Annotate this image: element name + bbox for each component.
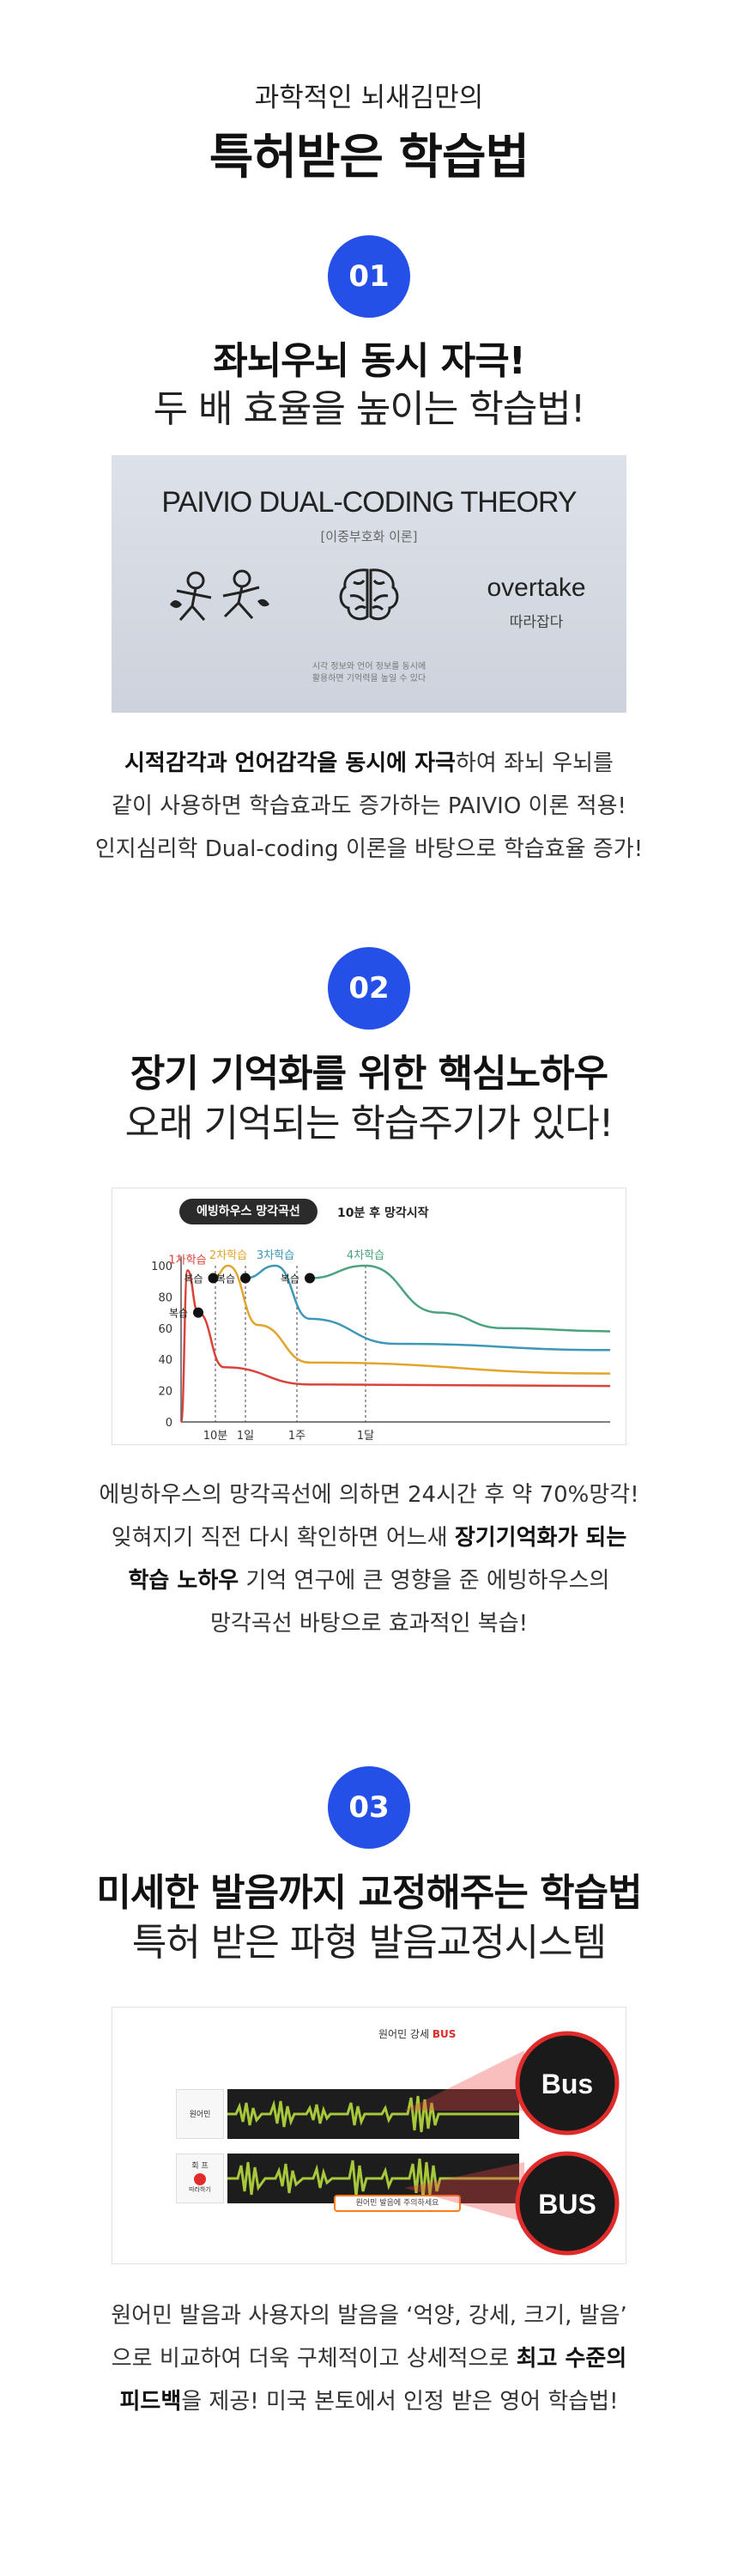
review-point <box>305 1273 315 1284</box>
review-label: 복습 <box>216 1273 235 1285</box>
review-label: 복습 <box>184 1273 203 1285</box>
user-wave-label: 회 프 따라하기 <box>176 2154 224 2203</box>
desc-03-line2: 으로 비교하여 더욱 구체적이고 상세적으로 최고 수준의 <box>0 2337 738 2380</box>
desc-03-line1: 원어민 발음과 사용자의 발음을 ‘억양, 강세, 크기, 발음’ <box>111 2303 627 2329</box>
native-waveform <box>227 2089 519 2139</box>
paivio-title: PAIVIO DUAL-CODING THEORY <box>161 486 577 519</box>
y-tick-label: 20 <box>158 1386 172 1399</box>
desc-01-line3: 인지심리학 Dual-coding 이론을 바탕으로 학습효율 증가! <box>94 836 644 862</box>
series-label: 3차학습 <box>257 1249 294 1262</box>
x-tick-label: 10분 <box>203 1430 228 1443</box>
pronunciation-waveform-illustration: 원어민 강세 BUS 원어민 회 프 따라하기 원어민 발음에 주의하세요 Bu… <box>112 2007 626 2264</box>
review-label: 복습 <box>281 1273 299 1285</box>
desc-03-line3: 피드백을 제공! 미국 본토에서 인정 받은 영어 학습법! <box>0 2380 738 2423</box>
dual-coding-illustration: PAIVIO DUAL-CODING THEORY [이중부호화 이론] ove… <box>112 455 626 713</box>
desc-03-line2-bold: 최고 수준의 <box>516 2346 627 2372</box>
x-tick-label: 1주 <box>288 1430 305 1443</box>
page-headline: 특허받은 학습법 <box>209 130 529 185</box>
series-label: 2차학습 <box>209 1249 247 1262</box>
native-stress-label: 원어민 강세 BUS <box>378 2026 456 2041</box>
desc-01-line1: 시적감각과 언어감각을 동시에 자극하여 좌뇌 우뇌를 <box>0 742 738 785</box>
section-badge-03: 03 <box>328 1766 410 1849</box>
y-tick-label: 40 <box>158 1354 172 1367</box>
desc-01-line1-rest: 하여 좌뇌 우뇌를 <box>455 750 614 776</box>
section-desc-03: 원어민 발음과 사용자의 발음을 ‘억양, 강세, 크기, 발음’ 으로 비교하… <box>0 2294 738 2423</box>
desc-02-line1: 에빙하우스의 망각곡선에 의하면 24시간 후 약 70%망각! <box>99 1482 639 1508</box>
y-tick-label: 80 <box>158 1291 172 1304</box>
chart-note: 10분 후 망각시작 <box>337 1206 429 1220</box>
record-icon[interactable] <box>194 2173 206 2185</box>
x-tick-label: 1달 <box>357 1430 374 1443</box>
series-line <box>309 1264 611 1333</box>
section-badge-02: 02 <box>328 947 410 1030</box>
section-title-01: 좌뇌우뇌 동시 자극! <box>213 339 526 383</box>
overtake-meaning: 따라잡다 <box>509 614 564 631</box>
section-title-02: 장기 기억화를 위한 핵심노하우 <box>130 1052 608 1096</box>
paivio-subtitle: [이중부호화 이론] <box>320 529 418 544</box>
section-title-03: 미세한 발음까지 교정해주는 학습법 <box>96 1871 642 1915</box>
native-stress-prefix: 원어민 강세 <box>378 2028 433 2040</box>
desc-02-line3-rest: 기억 연구에 큰 영향을 준 에빙하우스의 <box>239 1568 610 1594</box>
section-subtitle-01: 두 배 효율을 높이는 학습법! <box>153 387 586 431</box>
paivio-footnote-line2: 활용하면 기억력을 높일 수 있다 <box>312 674 426 683</box>
series-label: 1차학습 <box>168 1254 206 1267</box>
user-wave-label-text: 회 프 <box>191 2162 209 2171</box>
bubble-text-user: BUS <box>538 2189 596 2220</box>
feedback-tag: 원어민 발음에 주의하세요 <box>334 2195 461 2212</box>
zoom-bubbles-icon: Bus BUS <box>404 2031 620 2256</box>
y-tick-label: 0 <box>166 1417 172 1430</box>
x-tick-label: 1일 <box>237 1430 254 1443</box>
review-point <box>193 1307 203 1318</box>
chase-illustration-icon <box>170 569 269 621</box>
review-label: 복습 <box>169 1308 188 1320</box>
native-wave-label: 원어민 <box>176 2089 224 2139</box>
section-desc-02: 에빙하우스의 망각곡선에 의하면 24시간 후 약 70%망각! 잊혀지기 직전… <box>0 1473 738 1645</box>
section-subtitle-03: 특허 받은 파형 발음교정시스템 <box>131 1921 607 1965</box>
series-label: 4차학습 <box>347 1249 384 1262</box>
forgetting-curve-chart: 에빙하우스 망각곡선 10분 후 망각시작 0 20 40 60 80 100 10분 1일 1… <box>112 1188 626 1445</box>
series-line <box>179 1269 611 1424</box>
desc-03-line3-bold: 피드백 <box>119 2389 182 2415</box>
section-desc-01: 시적감각과 언어감각을 동시에 자극하여 좌뇌 우뇌를 같이 사용하면 학습효과… <box>0 742 738 871</box>
brain-icon <box>339 568 399 621</box>
desc-02-line3: 학습 노하우 기억 연구에 큰 영향을 준 에빙하우스의 <box>0 1559 738 1602</box>
desc-03-line3-rest: 을 제공! 미국 본토에서 인정 받은 영어 학습법! <box>181 2389 619 2415</box>
chart-title-pill: 에빙하우스 망각곡선 <box>179 1199 318 1224</box>
desc-01-line1-bold: 시적감각과 언어감각을 동시에 자극 <box>124 750 456 776</box>
paivio-footnote-line1: 시각 정보와 언어 정보를 동시에 <box>312 662 426 671</box>
series-line <box>245 1264 611 1352</box>
series-line <box>213 1264 611 1375</box>
y-tick-label: 100 <box>151 1261 172 1273</box>
desc-02-line2-bold: 장기기억화가 되는 <box>454 1525 627 1551</box>
desc-02-line2: 잊혀지기 직전 다시 확인하면 어느새 장기기억화가 되는 <box>0 1516 738 1559</box>
native-wave-svg <box>227 2095 519 2133</box>
desc-01-line2: 같이 사용하면 학습효과도 증가하는 PAIVIO 이론 적용! <box>112 793 626 819</box>
paivio-footnote: 시각 정보와 언어 정보를 동시에 활용하면 기억력을 높일 수 있다 <box>112 661 626 685</box>
overtake-word: overtake <box>487 574 586 602</box>
native-stress-word: BUS <box>432 2028 457 2040</box>
y-tick-label: 60 <box>158 1323 172 1336</box>
review-point <box>208 1273 219 1284</box>
user-wave-svg <box>227 2158 519 2199</box>
eyebrow-text: 과학적인 뇌새김만의 <box>254 82 484 113</box>
section-badge-01: 01 <box>328 235 410 318</box>
section-subtitle-02: 오래 기억되는 학습주기가 있다! <box>124 1102 614 1145</box>
desc-03-line2-rest: 으로 비교하여 더욱 구체적이고 상세적으로 <box>111 2346 517 2372</box>
desc-02-line4: 망각곡선 바탕으로 효과적인 복습! <box>209 1611 529 1637</box>
bubble-text-native: Bus <box>541 2069 593 2099</box>
desc-02-line2-rest: 잊혀지기 직전 다시 확인하면 어느새 <box>111 1525 455 1551</box>
desc-02-line3-bold: 학습 노하우 <box>128 1568 239 1594</box>
review-point <box>240 1273 251 1284</box>
user-wave-label-sub: 따라하기 <box>189 2186 211 2193</box>
